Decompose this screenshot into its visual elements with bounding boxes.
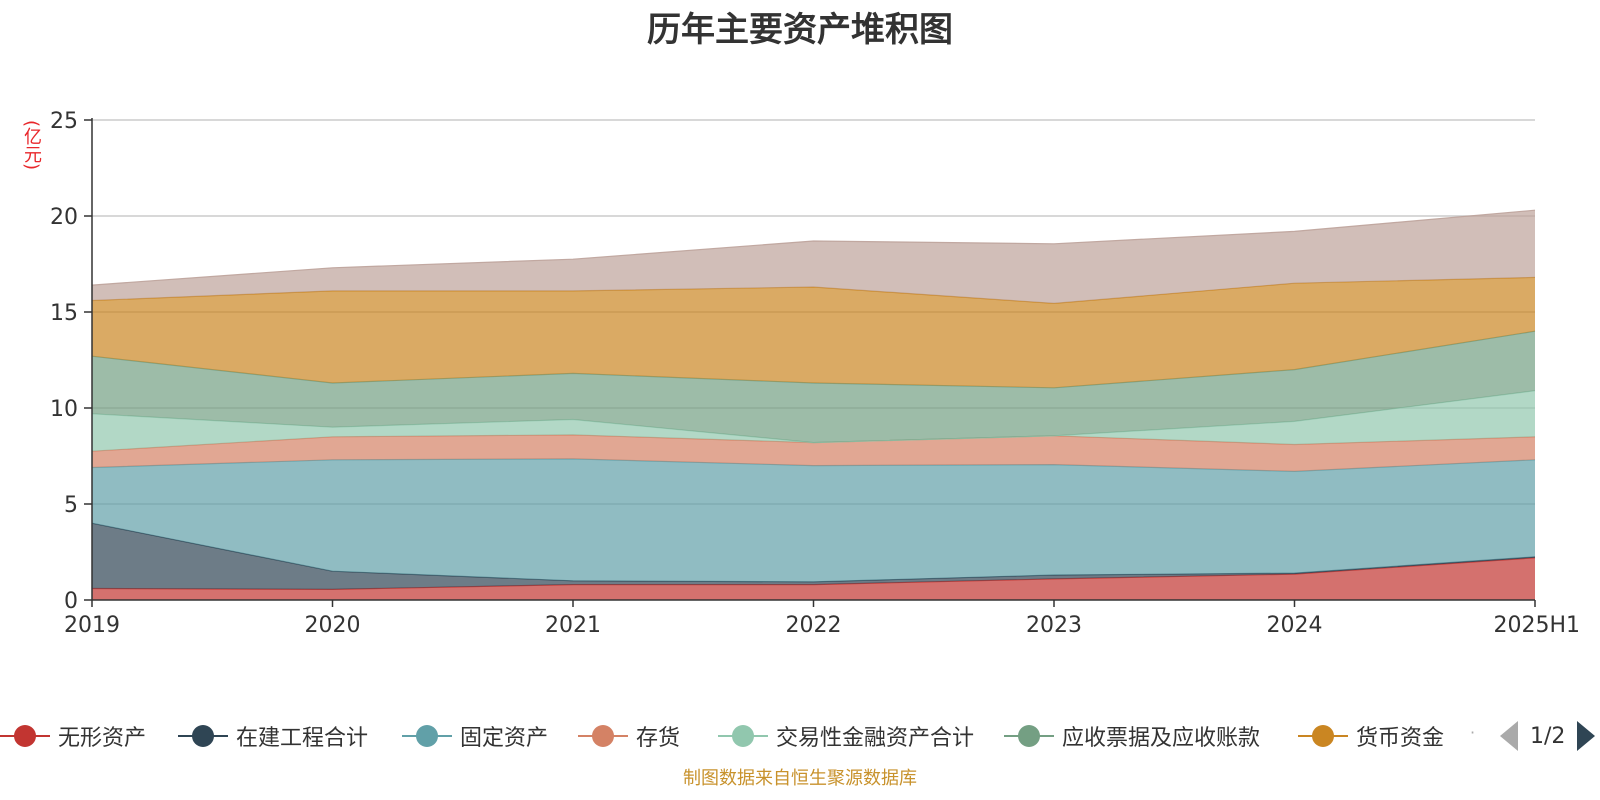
legend-item-2[interactable]: 固定资产 [402, 718, 548, 754]
series-area-0 [92, 557, 1535, 600]
x-tick-label: 2019 [64, 613, 120, 638]
legend-marker-icon [718, 722, 768, 750]
source-note: 制图数据来自恒生聚源数据库 [683, 768, 917, 789]
legend: 无形资产 在建工程合计 固定资产 存货 交易性金融资产合计 应收票据及应收账款 货币资金 [0, 718, 1600, 754]
legend-marker-icon [178, 722, 228, 750]
legend-marker-icon [578, 722, 628, 750]
x-tick-label: 2022 [786, 613, 842, 638]
series-area-2 [92, 458, 1535, 582]
series-area-4 [92, 390, 1535, 452]
legend-overflow-mark: · [1470, 723, 1476, 742]
legend-marker-icon [1004, 722, 1054, 750]
series-areas [91, 209, 1536, 600]
series-area-5 [92, 331, 1535, 443]
legend-marker-icon [0, 722, 50, 750]
legend-item-5[interactable]: 应收票据及应收账款 [1004, 718, 1260, 754]
series-area-1 [92, 523, 1535, 590]
y-tick-label: 0 [64, 589, 78, 614]
legend-item-3[interactable]: 存货 [578, 718, 680, 754]
legend-marker-icon [402, 722, 452, 750]
legend-label: 货币资金 [1356, 726, 1445, 751]
series-area-6 [92, 277, 1535, 388]
legend-item-1[interactable]: 在建工程合计 [178, 718, 368, 754]
legend-prev-page-icon[interactable] [1500, 721, 1518, 751]
y-tick-label: 20 [50, 205, 78, 230]
legend-page-indicator: 1/2 [1530, 723, 1566, 749]
legend-label: 在建工程合计 [236, 726, 369, 751]
legend-label: 应收票据及应收账款 [1062, 726, 1261, 751]
y-tick-label: 15 [50, 301, 78, 326]
legend-pager: 1/2 [1500, 718, 1596, 754]
x-tick-label: 2020 [305, 613, 361, 638]
y-tick-label: 10 [50, 397, 78, 422]
x-tick-label: 2025H1 [1493, 613, 1580, 638]
chart-title: 历年主要资产堆积图 [647, 10, 953, 50]
series-line-7 [91, 209, 1536, 286]
legend-item-6[interactable]: 货币资金 [1298, 718, 1444, 754]
legend-label: 固定资产 [460, 726, 549, 751]
y-tick-label: 5 [64, 493, 78, 518]
legend-item-4[interactable]: 交易性金融资产合计 [718, 718, 974, 754]
legend-label: 存货 [636, 726, 681, 751]
legend-marker-icon [1298, 722, 1348, 750]
legend-label: 无形资产 [58, 726, 147, 751]
y-tick-label: 25 [50, 109, 78, 134]
series-area-7 [92, 210, 1535, 304]
stacked-area-chart: 0 5 10 15 20 25 2019 2020 2021 2022 2023 2024 2025H1 [50, 109, 1580, 638]
x-tick-label: 2023 [1026, 613, 1082, 638]
legend-next-page-icon[interactable] [1577, 721, 1596, 751]
y-axis-unit: (亿元) [21, 120, 42, 171]
legend-item-0[interactable]: 无形资产 [0, 718, 146, 754]
axes: 0 5 10 15 20 25 2019 2020 2021 2022 2023 2024 2025H1 [50, 109, 1580, 638]
x-tick-label: 2021 [545, 613, 601, 638]
series-area-3 [92, 434, 1535, 472]
legend-label: 交易性金融资产合计 [776, 726, 975, 751]
x-tick-label: 2024 [1267, 613, 1323, 638]
